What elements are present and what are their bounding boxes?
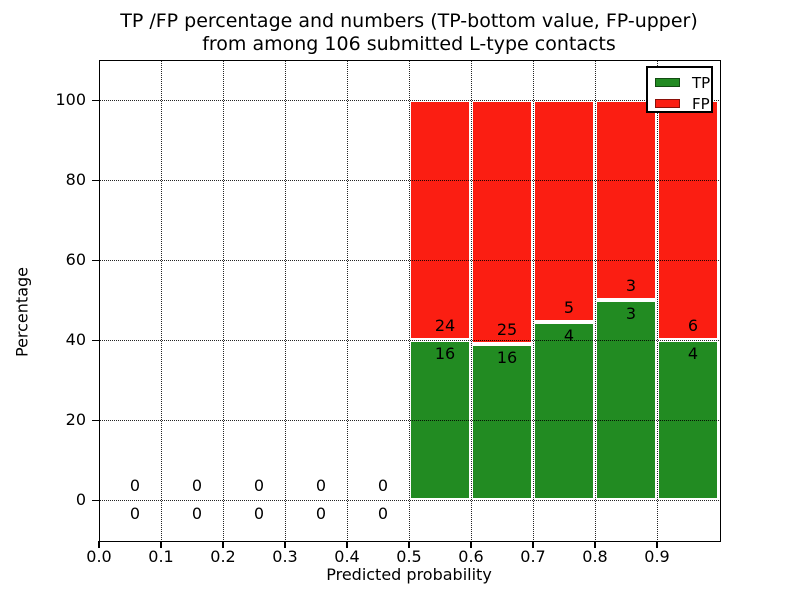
- gridline-x-0.3: [284, 60, 286, 540]
- y-tick-60: [92, 259, 99, 261]
- x-tick-label-0.9: 0.9: [644, 547, 670, 566]
- fp-count-0.8: 3: [625, 276, 637, 295]
- tp-count-0.3: 0: [315, 504, 327, 523]
- fp-bar-0.7: [533, 100, 595, 323]
- fp-count-0.4: 0: [377, 476, 389, 495]
- y-tick-100: [92, 99, 99, 101]
- x-tick-label-0.6: 0.6: [458, 547, 484, 566]
- fp-count-0.3: 0: [315, 476, 327, 495]
- x-tick-label-0.1: 0.1: [148, 547, 174, 566]
- x-tick-0.9: [656, 541, 658, 548]
- chart-title-line-2: from among 106 submitted L-type contacts: [202, 33, 616, 55]
- y-tick-label-100: 100: [55, 90, 86, 109]
- x-tick-label-0.4: 0.4: [334, 547, 360, 566]
- gridline-x-0.4: [346, 60, 348, 540]
- x-tick-label-0.7: 0.7: [520, 547, 546, 566]
- y-tick-label-80: 80: [65, 170, 86, 189]
- fp-bar-0.9: [657, 100, 719, 340]
- fp-count-0.6: 25: [496, 319, 518, 339]
- chart-title: TP /FP percentage and numbers (TP-bottom…: [99, 10, 719, 56]
- fp-swatch-icon: [655, 99, 680, 108]
- legend: TP FP: [646, 66, 713, 113]
- x-tick-0.4: [346, 541, 348, 548]
- x-tick-0.3: [284, 541, 286, 548]
- fp-bar-0.8: [595, 100, 657, 300]
- x-tick-0.2: [222, 541, 224, 548]
- legend-row-tp: TP: [655, 72, 711, 93]
- y-tick-label-60: 60: [65, 250, 86, 269]
- gridline-x-0.2: [222, 60, 224, 540]
- y-tick-80: [92, 179, 99, 181]
- fp-count-0.7: 5: [563, 298, 575, 318]
- x-tick-0.5: [408, 541, 410, 548]
- tp-bar-0.8: [595, 300, 657, 500]
- x-tick-label-0.5: 0.5: [396, 547, 422, 566]
- x-tick-label-0.2: 0.2: [210, 547, 236, 566]
- x-tick-label-0.3: 0.3: [272, 547, 298, 566]
- chart-title-line-1: TP /FP percentage and numbers (TP-bottom…: [120, 10, 698, 32]
- tp-count-0.9: 4: [687, 344, 699, 363]
- tp-count-0.5: 16: [434, 344, 456, 363]
- x-tick-0: [98, 541, 100, 548]
- tp-swatch-icon: [655, 78, 680, 87]
- legend-label-tp: TP: [692, 73, 711, 92]
- fp-bar-0.5: [409, 100, 471, 340]
- tp-bar-0.5: [409, 340, 471, 500]
- tp-count-0.4: 0: [377, 504, 389, 523]
- gridline-x-0.1: [160, 60, 162, 540]
- fp-count-0.2: 0: [253, 476, 265, 495]
- y-tick-label-20: 20: [65, 410, 86, 429]
- legend-row-fp: FP: [655, 93, 711, 114]
- x-tick-0.7: [532, 541, 534, 548]
- tp-bar-0.9: [657, 340, 719, 500]
- tp-count-0.7: 4: [563, 326, 575, 346]
- tp-bar-0.7: [533, 322, 595, 500]
- x-tick-0.6: [470, 541, 472, 548]
- tp-count-0.8: 3: [625, 304, 637, 323]
- x-tick-label-0: 0.0: [86, 547, 112, 566]
- fp-count-0.9: 6: [687, 316, 699, 335]
- y-tick-20: [92, 419, 99, 421]
- x-axis-label: Predicted probability: [326, 565, 492, 584]
- x-tick-0.8: [594, 541, 596, 548]
- y-axis-label: Percentage: [12, 266, 32, 358]
- x-tick-label-0.8: 0.8: [582, 547, 608, 566]
- fp-count-0: 0: [129, 476, 141, 495]
- tp-count-0.6: 16: [496, 347, 518, 367]
- tp-count-0.2: 0: [253, 504, 265, 523]
- y-tick-label-40: 40: [65, 330, 86, 349]
- fp-bar-0.6: [471, 100, 533, 344]
- y-tick-0: [92, 499, 99, 501]
- x-tick-0.1: [160, 541, 162, 548]
- fp-count-0.1: 0: [191, 476, 203, 495]
- tp-bar-0.6: [471, 343, 533, 500]
- y-tick-label-0: 0: [75, 490, 86, 509]
- tp-count-0: 0: [129, 504, 141, 523]
- tp-count-0.1: 0: [191, 504, 203, 523]
- y-tick-40: [92, 339, 99, 341]
- fp-count-0.5: 24: [434, 316, 456, 335]
- legend-label-fp: FP: [692, 94, 710, 113]
